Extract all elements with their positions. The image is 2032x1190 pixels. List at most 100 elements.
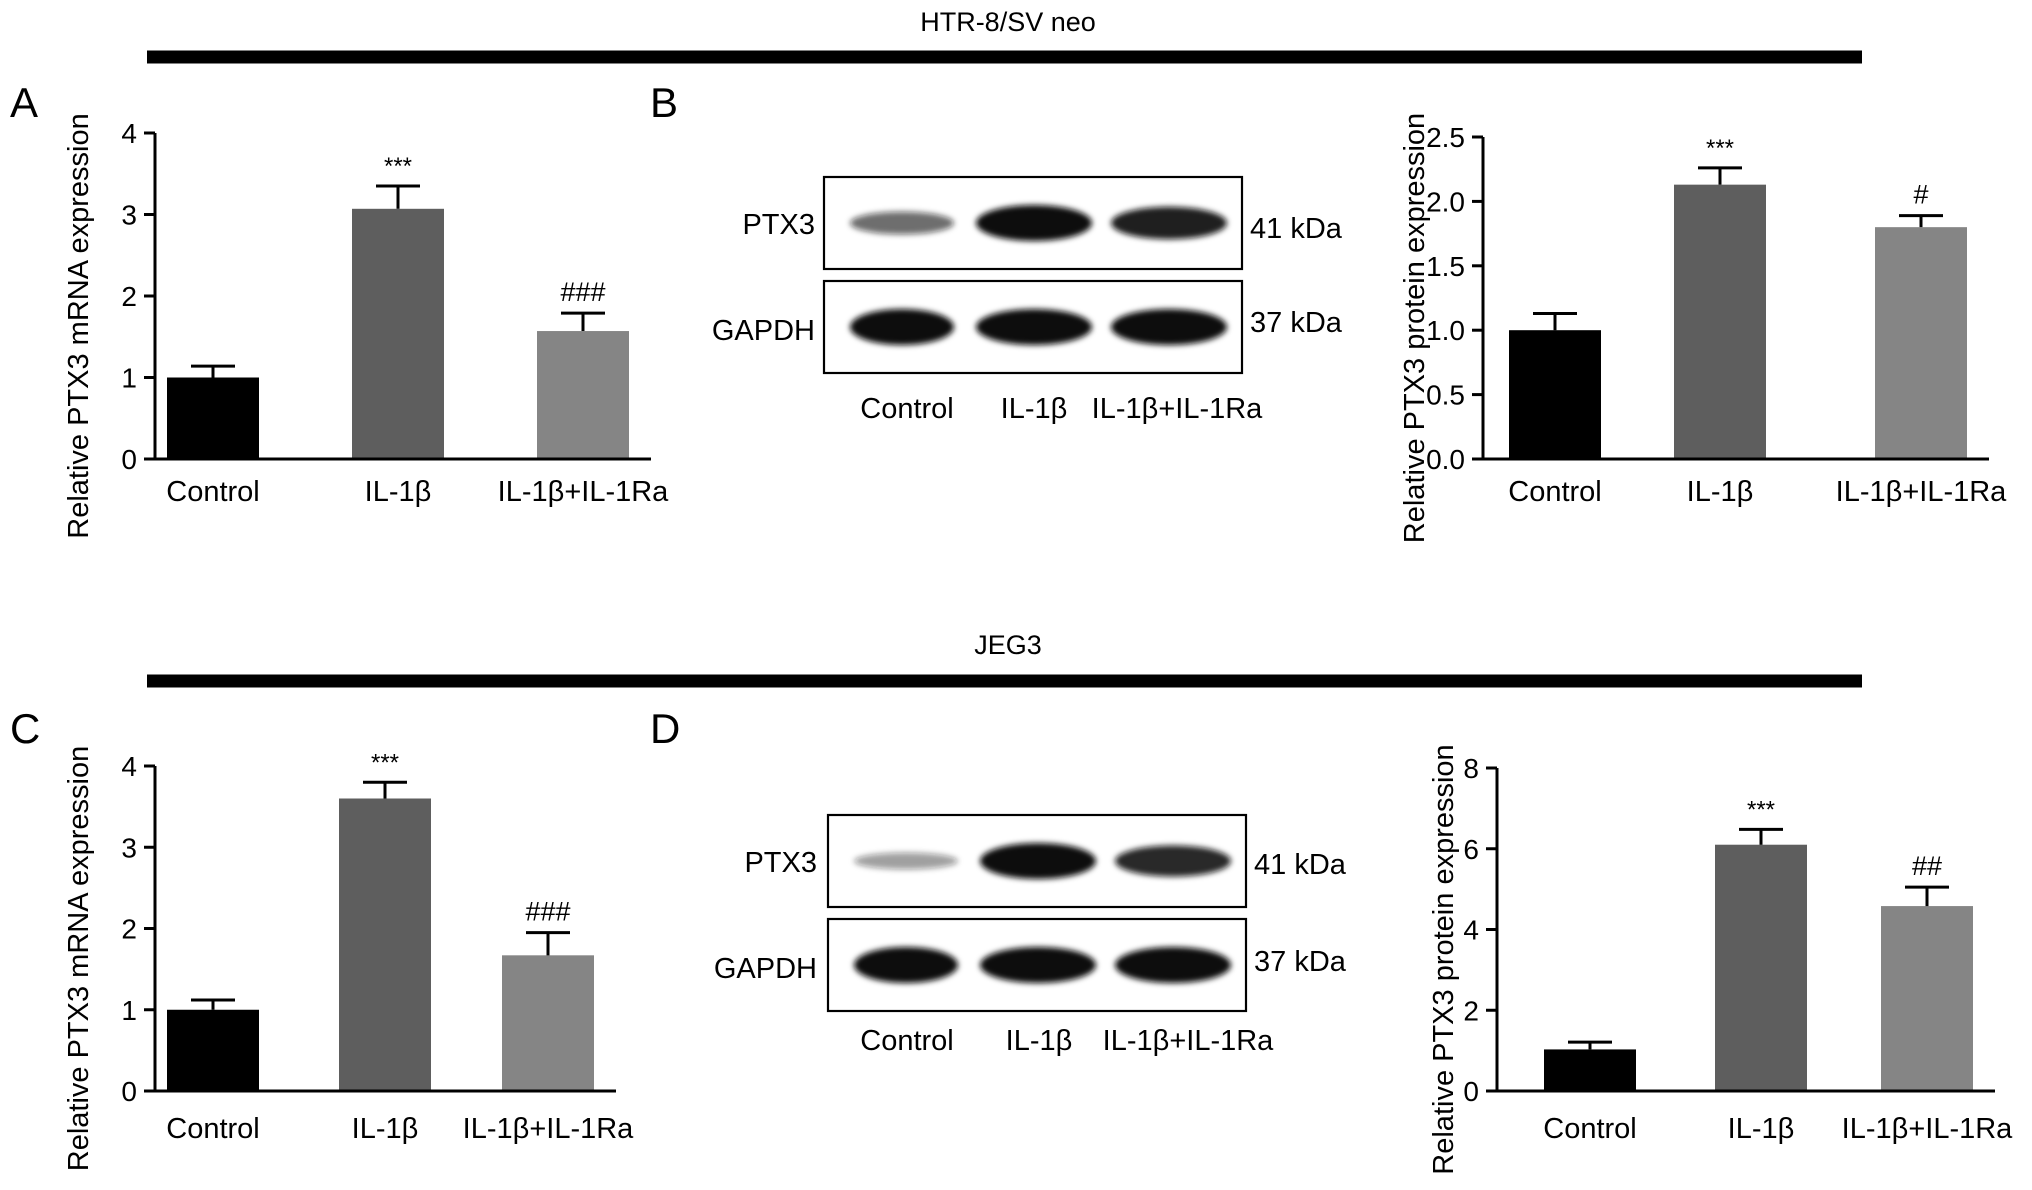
section-title-jeg3: JEG3 (974, 630, 1042, 660)
bar (1674, 184, 1766, 459)
bar-chart-b: Control *** IL-1β # IL-1β+IL-1Ra 0.0 0.5 1.0 1.5… (1399, 113, 2007, 543)
blot-kda-ptx3: 41 kDa (1254, 849, 1347, 881)
error-bar (1905, 885, 1949, 907)
y-tick-label: 1 (121, 363, 137, 394)
error-bar (526, 931, 570, 956)
y-tick-label: 6 (1463, 834, 1479, 865)
blot-band (854, 852, 958, 870)
panel-label-a: A (10, 79, 38, 126)
bar (502, 955, 594, 1091)
y-axis-label: Relative PTX3 mRNA expression (63, 113, 95, 539)
significance-label: *** (1747, 796, 1775, 823)
y-tick-label: 0.5 (1426, 380, 1465, 411)
blot-lane-label: Control (860, 393, 954, 425)
blot-row-label-ptx3: PTX3 (742, 209, 815, 241)
significance-label: ### (560, 277, 605, 307)
y-tick-label: 1 (121, 995, 137, 1026)
bar-chart-c: Control *** IL-1β ### IL-1β+IL-1Ra 0 1 2 3 4 Relat… (63, 746, 634, 1172)
blot-band (1111, 206, 1227, 240)
x-tick-label: IL-1β (1687, 476, 1754, 508)
y-tick-label: 0 (121, 1076, 137, 1107)
blot-kda-gapdh: 37 kDa (1250, 307, 1343, 339)
x-tick-label: Control (1508, 476, 1602, 508)
significance-label: *** (1706, 135, 1734, 162)
panel-label-c: C (10, 705, 40, 752)
y-tick-label: 8 (1463, 753, 1479, 784)
bar (1715, 844, 1807, 1091)
x-tick-label: IL-1β+IL-1Ra (1842, 1113, 2014, 1145)
significance-label: ## (1912, 851, 1942, 881)
y-tick-label: 2.0 (1426, 186, 1465, 217)
blot-band (980, 843, 1096, 879)
error-bar (191, 364, 235, 378)
y-tick-label: 0.0 (1426, 444, 1465, 475)
bar (1544, 1049, 1636, 1091)
blot-row-label-gapdh: GAPDH (714, 953, 817, 985)
section-title-htr: HTR-8/SV neo (920, 7, 1096, 37)
bar (167, 377, 259, 459)
panel-label-d: D (650, 705, 680, 752)
bar (167, 1009, 259, 1091)
blot-kda-ptx3: 41 kDa (1250, 213, 1343, 245)
panel-label-b: B (650, 79, 678, 126)
western-blot-jeg3: PTX3 GAPDH 41 kDa 37 kDa Control IL-1β I… (714, 813, 1347, 1057)
blot-bands-gapdh (854, 947, 1231, 983)
y-tick-label: 2 (1463, 995, 1479, 1026)
y-tick-label: 1.0 (1426, 315, 1465, 346)
y-tick-label: 4 (121, 118, 137, 149)
x-tick-label: IL-1β+IL-1Ra (498, 476, 670, 508)
y-tick-label: 3 (121, 832, 137, 863)
significance-label: *** (384, 153, 412, 180)
blot-band (980, 947, 1096, 983)
significance-label: ### (525, 897, 570, 927)
error-bar (1698, 166, 1742, 185)
blot-band (854, 947, 958, 983)
y-axis-label: Relative PTX3 mRNA expression (63, 746, 95, 1172)
y-tick-label: 0 (121, 444, 137, 475)
error-bar (1533, 311, 1577, 331)
x-tick-label: IL-1β (1728, 1113, 1795, 1145)
error-bar (191, 998, 235, 1010)
significance-label: # (1913, 180, 1928, 210)
y-tick-label: 0 (1463, 1076, 1479, 1107)
bar (339, 798, 431, 1091)
bar (537, 331, 629, 459)
y-axis-label: Relative PTX3 protein expression (1428, 744, 1460, 1174)
blot-band (1111, 309, 1227, 345)
y-tick-label: 2 (121, 281, 137, 312)
blot-band (850, 309, 954, 345)
significance-label: *** (371, 749, 399, 776)
bar (1881, 906, 1973, 1091)
y-tick-label: 2.5 (1426, 122, 1465, 153)
error-bar (1739, 827, 1783, 845)
blot-band (976, 205, 1092, 241)
error-bar (1568, 1040, 1612, 1050)
error-bar (561, 311, 605, 332)
western-blot-htr: PTX3 GAPDH 41 kDa 37 kDa Control IL-1β I… (712, 175, 1343, 425)
blot-row-label-gapdh: GAPDH (712, 315, 815, 347)
error-bar (376, 184, 420, 209)
blot-band (1115, 947, 1231, 983)
y-axis-label: Relative PTX3 protein expression (1399, 113, 1431, 543)
blot-bands-ptx3 (850, 205, 1227, 241)
bar (352, 208, 444, 459)
bar (1875, 227, 1967, 459)
blot-band (1115, 845, 1231, 877)
x-tick-label: IL-1β (365, 476, 432, 508)
error-bar (1899, 214, 1943, 228)
blot-lane-label: IL-1β+IL-1Ra (1092, 393, 1264, 425)
x-tick-label: Control (1543, 1113, 1637, 1145)
blot-lane-label: Control (860, 1025, 954, 1057)
blot-lane-label: IL-1β (1001, 393, 1068, 425)
blot-lane-label: IL-1β (1006, 1025, 1073, 1057)
y-tick-label: 3 (121, 200, 137, 231)
x-tick-label: IL-1β+IL-1Ra (1836, 476, 2008, 508)
blot-bands-ptx3 (854, 843, 1231, 879)
x-tick-label: Control (166, 1113, 260, 1145)
blot-band (976, 309, 1092, 345)
bar (1509, 330, 1601, 459)
blot-bands-gapdh (850, 309, 1227, 345)
y-tick-label: 4 (1463, 915, 1479, 946)
bar-chart-a: Control *** IL-1β ### IL-1β+IL-1Ra 0 1 2 3 4 Relat… (63, 113, 669, 539)
